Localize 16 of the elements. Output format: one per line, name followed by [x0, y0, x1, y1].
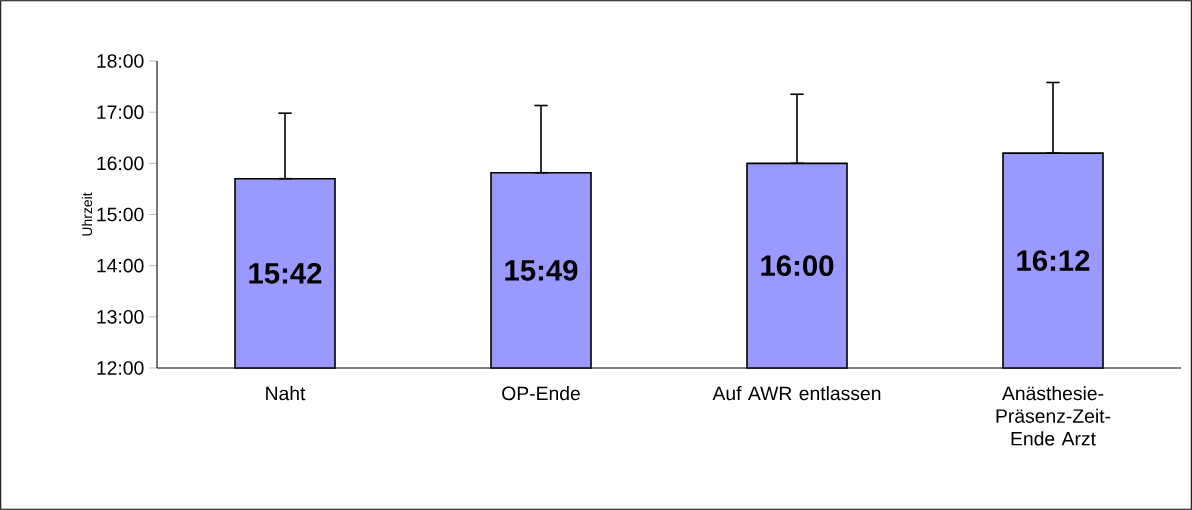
data-label: 16:12 [1017, 250, 1090, 271]
y-tick-label: 13:00 [97, 309, 144, 324]
x-tick-label: Anästhesie-Präsenz-Zeit-Ende Arzt [996, 386, 1111, 446]
x-tick-label: Naht [266, 386, 306, 401]
x-tick-label: OP-Ende [502, 386, 580, 401]
y-axis-title: Uhrzeit [81, 192, 93, 236]
y-tick-label: 17:00 [97, 105, 144, 120]
data-label: 16:00 [761, 255, 834, 277]
y-tick-label: 12:00 [97, 361, 144, 375]
data-label: 15:49 [505, 259, 578, 281]
x-tick-label: Auf AWR entlassen [712, 386, 881, 401]
y-tick-label: 16:00 [97, 156, 144, 171]
y-tick-label: 18:00 [97, 54, 144, 68]
y-tick-label: 15:00 [97, 207, 144, 222]
data-label: 15:42 [249, 262, 322, 284]
y-tick-label: 14:00 [97, 258, 144, 273]
